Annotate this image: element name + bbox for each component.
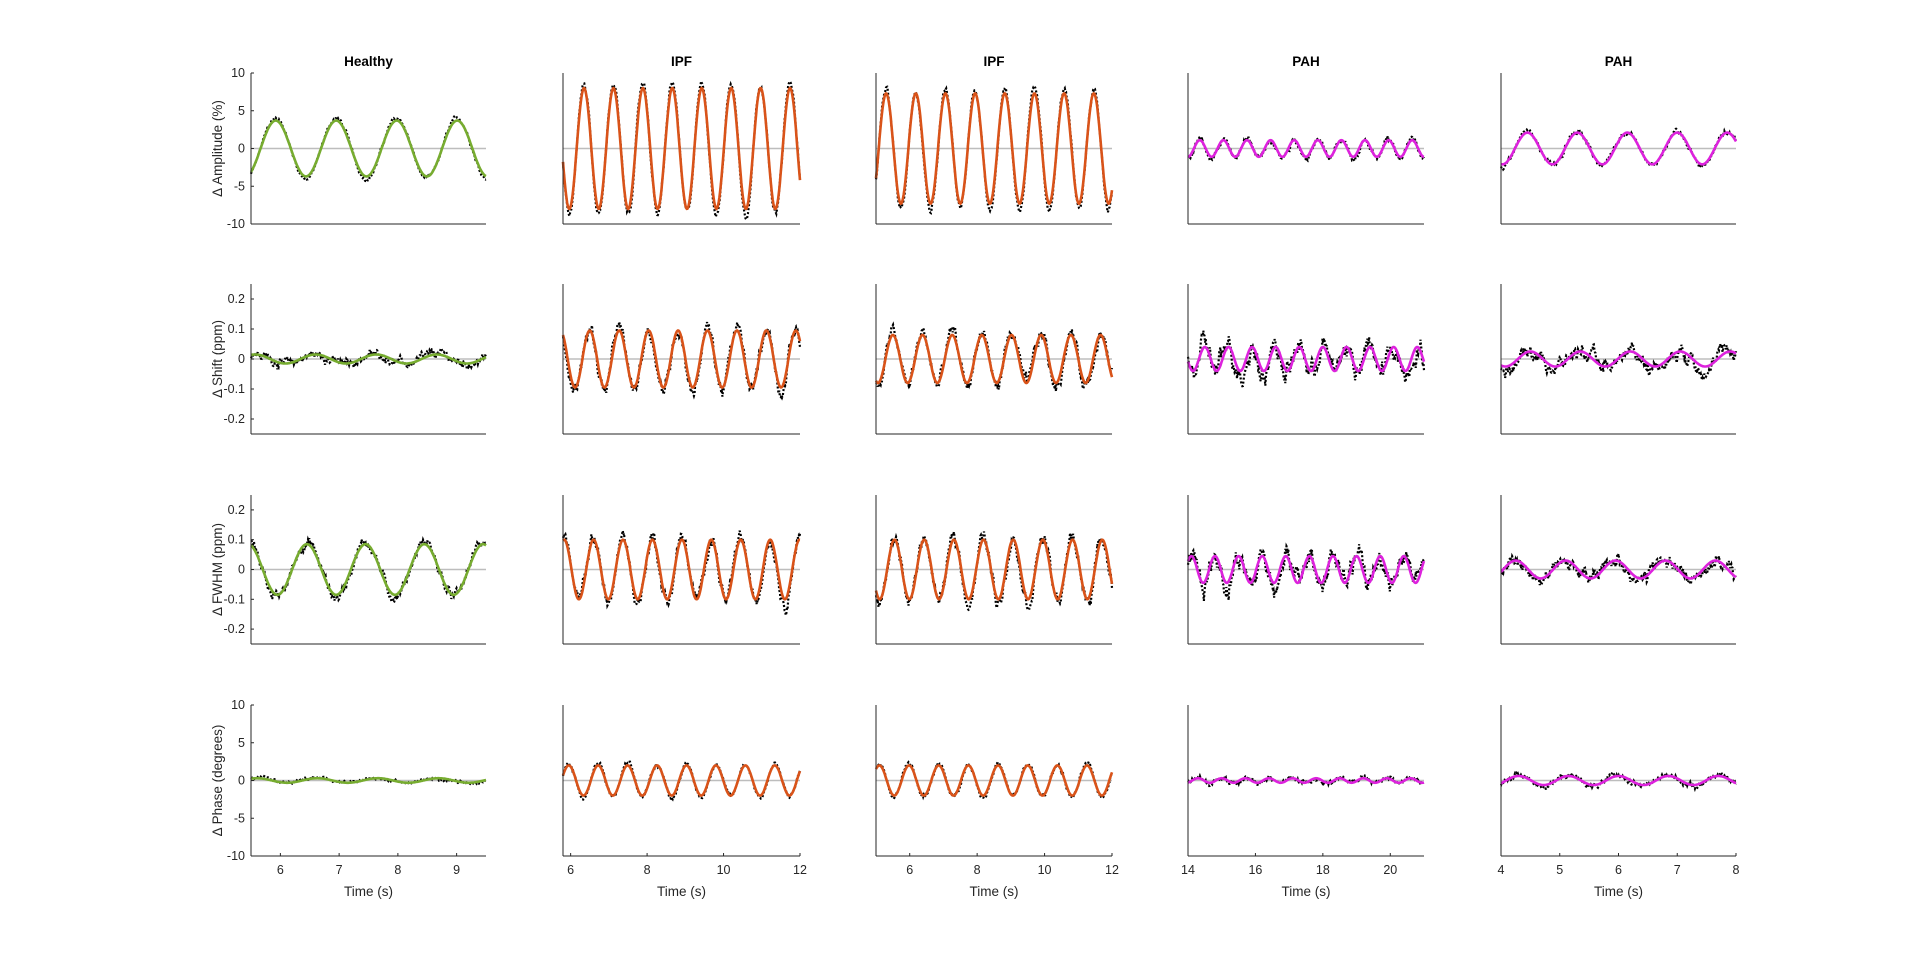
x-tick-label: 6: [277, 863, 284, 877]
subplot-r4-c2: 6 8 10 12 Time (s): [561, 705, 807, 899]
x-tick-label: 6: [906, 863, 913, 877]
subplot-r3-c4: [1186, 495, 1426, 645]
y-tick-label: 0.1: [228, 533, 245, 547]
measured-series: [561, 529, 802, 616]
x-tick-label: 10: [1038, 863, 1052, 877]
subplot-r2-c2: [561, 284, 802, 435]
subplot-r2-c5: [1499, 284, 1738, 435]
fit-series: [1500, 131, 1738, 166]
fit-series: [874, 91, 1114, 206]
fit-series: [874, 333, 1114, 385]
x-axis-label: Time (s): [1594, 884, 1643, 899]
y-tick-label: -0.2: [223, 412, 245, 426]
subplot-r3-c2: [561, 495, 802, 645]
y-tick-label: 0: [238, 774, 245, 788]
fit-series: [1500, 350, 1737, 368]
fit-series: [1187, 776, 1425, 785]
fit-series: [250, 542, 487, 597]
fit-series: [1187, 138, 1425, 159]
x-tick-label: 8: [394, 863, 401, 877]
column-title: IPF: [983, 54, 1004, 69]
y-tick-label: -5: [234, 811, 245, 825]
y-tick-label: 0: [238, 563, 245, 577]
column-title: Healthy: [344, 54, 393, 69]
x-tick-label: 8: [644, 863, 651, 877]
x-axis-label: Time (s): [657, 884, 706, 899]
y-tick-label: 5: [238, 104, 245, 118]
fit-series: [1186, 554, 1426, 585]
x-tick-label: 12: [1105, 863, 1119, 877]
subplot-r3-c1: -0.2 -0.1 0 0.1 0.2Δ FWHM (ppm): [210, 495, 487, 645]
x-axis-label: Time (s): [344, 884, 393, 899]
column-title: PAH: [1605, 54, 1633, 69]
fit-series: [561, 764, 802, 797]
fit-series: [249, 119, 487, 178]
subplot-r4-c4: 14 16 18 20 Time (s): [1181, 705, 1425, 899]
measured-series: [1186, 542, 1425, 601]
subplot-r2-c3: [874, 284, 1114, 435]
y-tick-label: 0.1: [228, 322, 245, 336]
y-axis-label: Δ FWHM (ppm): [210, 523, 225, 616]
x-axis-label: Time (s): [970, 884, 1019, 899]
y-tick-label: -0.1: [223, 592, 245, 606]
fit-series: [1500, 774, 1737, 787]
subplot-r4-c1: -10 -5 0 5 10 Δ Phase (degrees) 6 7 8 9 Time (s): [210, 698, 487, 899]
y-tick-label: 10: [231, 698, 245, 712]
x-tick-label: 6: [567, 863, 574, 877]
x-tick-label: 10: [717, 863, 731, 877]
fit-series: [874, 764, 1114, 797]
x-tick-label: 18: [1316, 863, 1330, 877]
y-tick-label: -5: [234, 179, 245, 193]
subplot-r4-c3: 6 8 10 12 Time (s): [874, 705, 1119, 899]
subplot-r1-c1: -10 -5 0 5 10 Δ Amplitude (%): [210, 66, 487, 231]
y-tick-label: -10: [227, 849, 245, 863]
y-tick-label: 10: [231, 66, 245, 80]
y-tick-label: -0.1: [223, 382, 245, 396]
subplot-r1-c3: [874, 73, 1114, 225]
y-axis-label: Δ Amplitude (%): [210, 100, 225, 197]
fit-series: [874, 538, 1114, 601]
x-tick-label: 7: [336, 863, 343, 877]
fit-series: [561, 86, 802, 211]
x-tick-label: 8: [974, 863, 981, 877]
x-tick-label: 16: [1248, 863, 1262, 877]
x-tick-label: 14: [1181, 863, 1195, 877]
subplot-r3-c5: [1500, 495, 1738, 645]
y-tick-label: -10: [227, 217, 245, 231]
x-tick-label: 8: [1733, 863, 1740, 877]
column-title: PAH: [1292, 54, 1320, 69]
y-tick-label: 0: [238, 142, 245, 156]
subplot-r1-c2: [561, 73, 802, 225]
x-tick-label: 7: [1674, 863, 1681, 877]
x-tick-label: 6: [1615, 863, 1622, 877]
fit-series: [250, 353, 487, 365]
y-tick-label: 5: [238, 736, 245, 750]
fit-series: [561, 329, 802, 389]
x-tick-label: 12: [793, 863, 807, 877]
x-tick-label: 5: [1556, 863, 1563, 877]
x-tick-label: 9: [453, 863, 460, 877]
subplot-r1-c4: [1187, 73, 1426, 225]
subplot-r2-c1: -0.2 -0.1 0 0.1 0.2Δ Shift (ppm): [210, 284, 487, 435]
subplot-r3-c3: [874, 495, 1114, 645]
fit-series: [562, 538, 801, 601]
y-tick-label: 0: [238, 352, 245, 366]
subplot-r4-c5: 4 5 6 7 8 Time (s): [1498, 705, 1740, 899]
x-axis-label: Time (s): [1282, 884, 1331, 899]
fit-series: [1186, 345, 1426, 373]
fit-series: [1500, 559, 1737, 580]
x-tick-label: 20: [1383, 863, 1397, 877]
column-title: IPF: [671, 54, 692, 69]
subplot-r1-c5: [1499, 73, 1738, 225]
x-tick-label: 4: [1498, 863, 1505, 877]
fit-series: [251, 776, 487, 785]
y-axis-label: Δ Shift (ppm): [210, 320, 225, 398]
subplot-r2-c4: [1186, 284, 1426, 435]
measured-series: [1499, 342, 1738, 384]
y-tick-label: 0.2: [228, 503, 245, 517]
y-tick-label: 0.2: [228, 292, 245, 306]
y-axis-label: Δ Phase (degrees): [210, 725, 225, 837]
y-tick-label: -0.2: [223, 622, 245, 636]
